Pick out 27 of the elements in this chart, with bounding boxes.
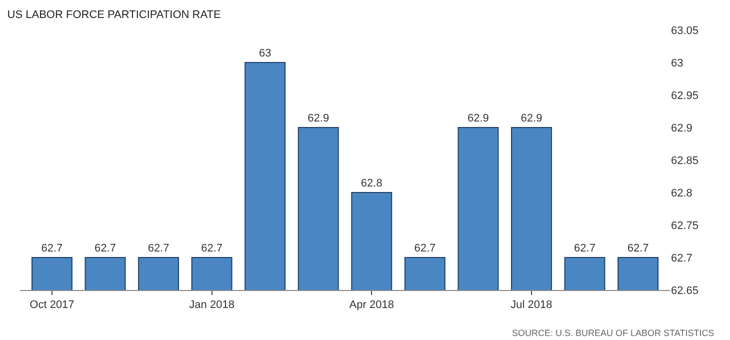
- source-note: SOURCE: U.S. BUREAU OF LABOR STATISTICS: [512, 328, 714, 338]
- x-tick-label: Jul 2018: [510, 299, 552, 312]
- y-tick-label: 63: [671, 57, 684, 70]
- x-tick-label: Apr 2018: [349, 299, 394, 312]
- y-tick-label: 62.75: [671, 220, 699, 232]
- y-tick-label: 62.65: [671, 284, 699, 297]
- data-label: 62.7: [574, 242, 596, 254]
- data-label: 62.9: [520, 112, 542, 124]
- data-label: 62.7: [94, 242, 116, 254]
- data-label: 63: [258, 48, 272, 60]
- data-label: 62.7: [414, 242, 436, 254]
- x-tick-label: Jan 2018: [189, 299, 234, 312]
- y-tick-label: 62.7: [671, 252, 692, 264]
- data-label: 62.8: [360, 178, 382, 190]
- y-tick-label: 62.85: [671, 154, 699, 167]
- y-tick-label: 62.9: [671, 122, 692, 134]
- y-tick-label: 62.95: [671, 90, 699, 102]
- data-label: 62.7: [148, 242, 170, 254]
- data-label: 62.9: [308, 112, 330, 124]
- data-label: 62.9: [467, 112, 489, 124]
- y-tick-label: 63.05: [671, 24, 699, 37]
- y-tick-label: 62.8: [671, 187, 692, 200]
- data-label: 62.7: [627, 242, 649, 254]
- data-label: 62.7: [201, 242, 223, 254]
- chart-title: US LABOR FORCE PARTICIPATION RATE: [7, 8, 221, 21]
- data-label: 62.7: [41, 242, 63, 254]
- x-tick-label: Oct 2017: [30, 299, 74, 312]
